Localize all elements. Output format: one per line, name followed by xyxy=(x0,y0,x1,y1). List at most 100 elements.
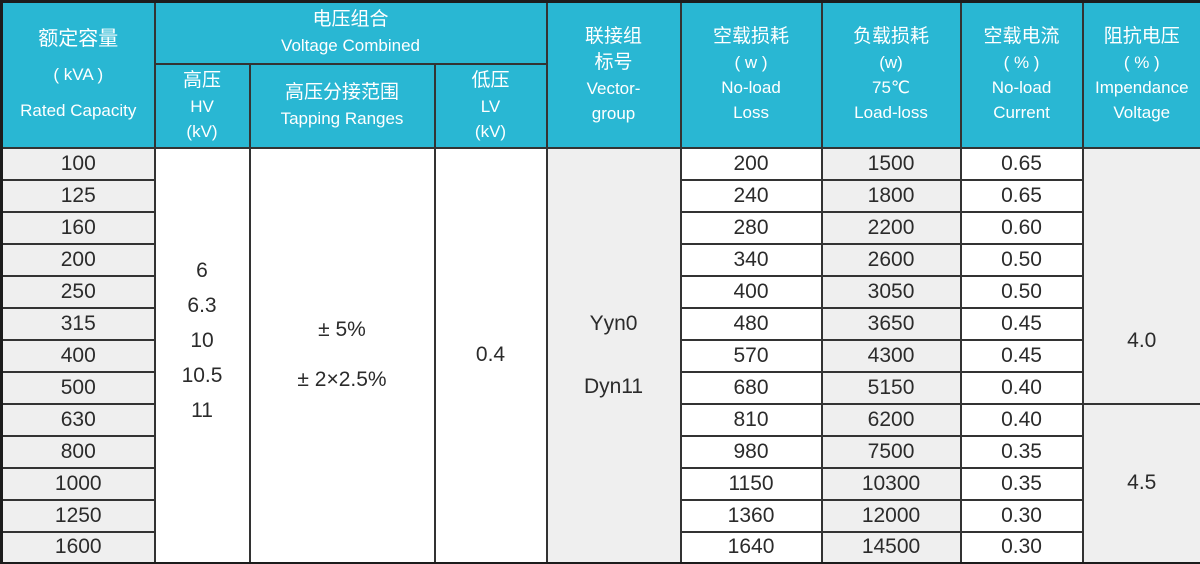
header-lv-en: LV xyxy=(480,96,501,116)
load-loss-cell: 2600 xyxy=(820,242,962,277)
header-impedance-voltage-en1: Impendance xyxy=(1094,78,1189,98)
no-load-current-cell: 0.35 xyxy=(959,434,1084,469)
table-row: 630 810 6200 0.40 4.5 xyxy=(0,402,1200,564)
load-loss-cell: 7500 xyxy=(820,434,962,469)
no-load-loss-cell: 680 xyxy=(679,370,823,405)
table-row: 1000 1150 10300 0.35 xyxy=(0,466,1200,501)
load-loss-cell: 12000 xyxy=(820,498,962,533)
capacity-cell: 1600 xyxy=(0,530,156,564)
header-impedance-voltage-en2: Voltage xyxy=(1113,103,1171,123)
impedance-value: 4.0 xyxy=(1127,328,1157,352)
no-load-loss-cell: 810 xyxy=(679,402,823,437)
header-tapping-zh: 高压分接范围 xyxy=(284,82,399,103)
no-load-loss-cell: 280 xyxy=(679,210,823,245)
load-loss-cell: 14500 xyxy=(820,530,962,564)
header-vector-group-en2: group xyxy=(591,103,636,123)
no-load-current-cell: 0.40 xyxy=(959,402,1084,437)
tapping-values-list: ± 5% ± 2×2.5% xyxy=(252,318,433,392)
table-row: 1600 1640 14500 0.30 xyxy=(0,530,1200,564)
capacity-cell: 125 xyxy=(0,178,156,213)
capacity-cell: 630 xyxy=(0,402,156,437)
no-load-current-cell: 0.35 xyxy=(959,466,1084,501)
header-no-load-loss-en1: No-load xyxy=(721,78,781,98)
header-hv-en: HV xyxy=(190,96,214,116)
header-load-loss-temp: 75℃ xyxy=(872,78,911,98)
load-loss-cell: 10300 xyxy=(820,466,962,501)
no-load-current-cell: 0.50 xyxy=(959,242,1084,277)
no-load-current-cell: 0.40 xyxy=(959,370,1084,405)
header-rated-capacity-unit: ( kVA ) xyxy=(53,64,104,84)
no-load-current-cell: 0.65 xyxy=(959,146,1084,181)
header-lv-unit: (kV) xyxy=(474,121,507,141)
header-voltage-combined-en: Voltage Combined xyxy=(281,36,420,56)
lv-value-cell: 0.4 xyxy=(433,146,548,564)
header-load-loss-unit: (w) xyxy=(879,53,903,73)
no-load-loss-cell: 200 xyxy=(679,146,823,181)
load-loss-cell: 6200 xyxy=(820,402,962,437)
no-load-current-cell: 0.65 xyxy=(959,178,1084,213)
no-load-loss-cell: 1360 xyxy=(679,498,823,533)
hv-value: 6.3 xyxy=(187,293,217,317)
capacity-cell: 400 xyxy=(0,338,156,373)
header-no-load-current-zh: 空载电流 xyxy=(983,26,1060,48)
capacity-cell: 100 xyxy=(0,146,156,181)
header-load-loss-zh: 负载损耗 xyxy=(853,26,930,48)
load-loss-cell: 3650 xyxy=(820,306,962,341)
header-vector-group-zh1: 联接组 xyxy=(585,25,643,47)
capacity-cell: 250 xyxy=(0,274,156,309)
no-load-loss-cell: 1150 xyxy=(679,466,823,501)
capacity-cell: 500 xyxy=(0,370,156,405)
header-no-load-loss: 空载损耗 ( w ) No-load Loss xyxy=(679,0,823,149)
header-no-load-loss-zh: 空载损耗 xyxy=(713,26,790,48)
table-row: 100 6 6.3 10 10.5 11 ± 5% ± 2×2.5% 0.4 xyxy=(0,146,1200,564)
header-no-load-current: 空载电流 ( % ) No-load Current xyxy=(959,0,1084,149)
load-loss-cell: 3050 xyxy=(820,274,962,309)
no-load-current-cell: 0.30 xyxy=(959,498,1084,533)
table-row: 500 680 5150 0.40 xyxy=(0,370,1200,405)
vector-value: Yyn0 xyxy=(589,311,638,335)
header-lv-zh: 低压 xyxy=(471,69,510,91)
vector-values-list: Yyn0 Dyn11 xyxy=(549,311,679,399)
capacity-cell: 800 xyxy=(0,434,156,469)
no-load-loss-cell: 400 xyxy=(679,274,823,309)
header-impedance-voltage-zh: 阻抗电压 xyxy=(1103,26,1180,48)
header-hv-zh: 高压 xyxy=(182,69,221,91)
load-loss-cell: 4300 xyxy=(820,338,962,373)
hv-value: 6 xyxy=(196,258,208,282)
hv-values-cell: 6 6.3 10 10.5 11 xyxy=(153,146,251,564)
header-rated-capacity-zh: 额定容量 xyxy=(38,27,119,50)
no-load-loss-cell: 240 xyxy=(679,178,823,213)
header-rated-capacity: 额定容量 ( kVA ) Rated Capacity xyxy=(0,0,156,149)
header-load-loss-en: Load-loss xyxy=(854,103,928,123)
no-load-current-cell: 0.50 xyxy=(959,274,1084,309)
hv-value: 11 xyxy=(191,398,213,422)
table-row: 250 400 3050 0.50 xyxy=(0,274,1200,309)
tapping-values-cell: ± 5% ± 2×2.5% xyxy=(248,146,436,564)
no-load-current-cell: 0.45 xyxy=(959,306,1084,341)
table-row: 200 340 2600 0.50 xyxy=(0,242,1200,277)
no-load-current-cell: 0.30 xyxy=(959,530,1084,564)
load-loss-cell: 1800 xyxy=(820,178,962,213)
header-no-load-loss-en2: Loss xyxy=(733,103,769,123)
header-vector-group-en1: Vector- xyxy=(586,78,641,98)
header-no-load-loss-unit: ( w ) xyxy=(734,53,768,73)
header-tapping-ranges: 高压分接范围 Tapping Ranges xyxy=(248,62,436,149)
tapping-value: ± 5% xyxy=(318,318,366,342)
header-impedance-voltage-unit: ( % ) xyxy=(1123,53,1160,73)
header-load-loss: 负载损耗 (w) 75℃ Load-loss xyxy=(820,0,962,149)
capacity-cell: 315 xyxy=(0,306,156,341)
table-row: 1250 1360 12000 0.30 xyxy=(0,498,1200,533)
capacity-cell: 1000 xyxy=(0,466,156,501)
header-voltage-combined: 电压组合 Voltage Combined xyxy=(153,0,548,65)
table-row: 800 980 7500 0.35 xyxy=(0,434,1200,469)
table-row: 125 240 1800 0.65 xyxy=(0,178,1200,213)
no-load-loss-cell: 980 xyxy=(679,434,823,469)
vector-value: Dyn11 xyxy=(583,374,644,398)
no-load-loss-cell: 570 xyxy=(679,338,823,373)
load-loss-cell: 5150 xyxy=(820,370,962,405)
header-no-load-current-en2: Current xyxy=(993,103,1050,123)
header-voltage-combined-zh: 电压组合 xyxy=(312,9,389,31)
header-no-load-current-en1: No-load xyxy=(991,78,1052,98)
